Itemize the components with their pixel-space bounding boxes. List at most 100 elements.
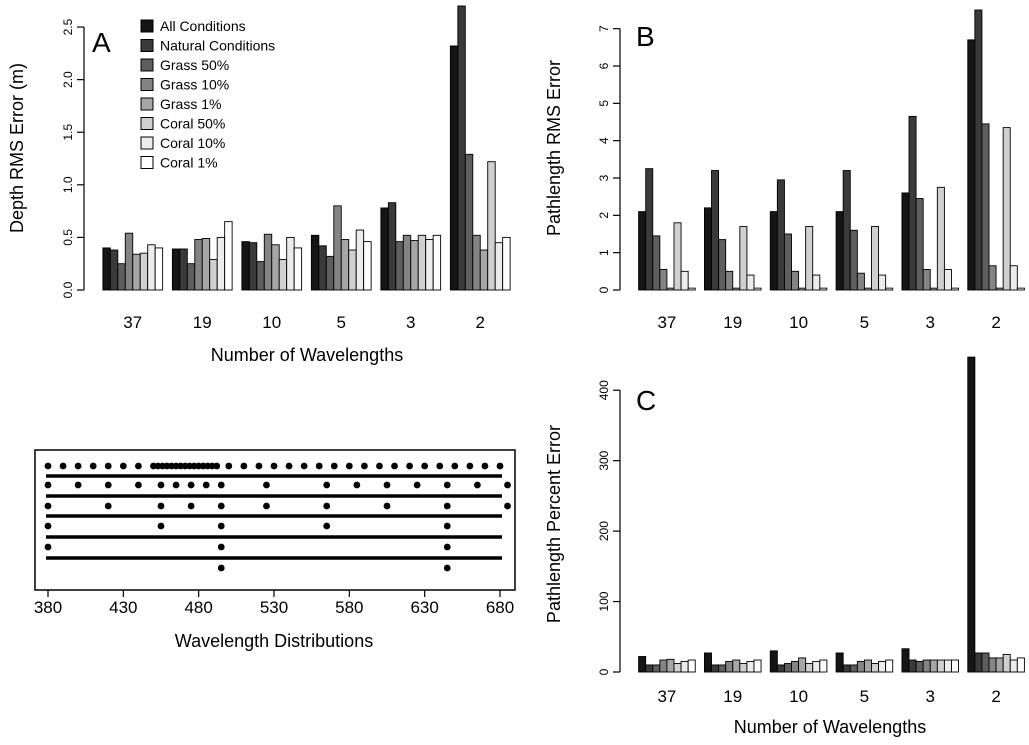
wavelength-dot [361,462,368,470]
bar [922,269,931,291]
wavelength-dot [135,481,142,489]
bar [333,205,342,291]
wavelength-dot [217,522,225,530]
bar [936,659,945,673]
bar [224,221,233,291]
x-axis-label: Number of Wavelengths [734,717,926,737]
bar [293,247,303,291]
bar [922,659,931,673]
legend-swatch [140,58,154,72]
wavelength-dot [172,481,180,489]
bar [638,656,647,673]
bar [278,259,288,291]
y-tick-label: 1.5 [61,124,75,141]
wavelength-dot [89,462,97,470]
bar [201,238,211,291]
bar [856,272,865,291]
legend-label: All Conditions [160,18,246,34]
bar [325,255,335,291]
x-tick-label: 10 [262,313,281,332]
bar [271,244,280,291]
bar [769,650,778,673]
wavelength-dot [157,481,165,489]
bar [871,663,880,673]
bar [842,170,851,291]
wavelength-dot [391,462,398,470]
y-tick-label: 0.0 [61,281,75,298]
x-tick-label: 3 [406,313,415,332]
wavelength-dot [263,502,270,510]
y-axis-label: Pathlength Percent Error [544,425,564,623]
x-tick-label: 2 [991,313,1000,332]
y-tick-label: 1.0 [61,176,75,193]
bar [703,652,712,673]
bar [783,233,792,291]
bar [680,660,689,673]
wavelength-dot [187,481,195,489]
wavelength-dot [44,543,52,551]
bar [943,659,952,673]
wavelength-dot [217,502,225,510]
bar [711,664,720,673]
bar [387,202,397,291]
bar [355,229,365,291]
y-axis-label: Pathlength RMS Error [544,60,564,236]
bar [929,287,938,291]
legend-label: Grass 1% [160,96,221,112]
bar [746,274,755,291]
bar [995,657,1004,673]
bar [901,648,910,673]
bar [871,226,880,291]
bar [318,245,327,291]
bar [842,664,851,673]
x-tick-label: 37 [123,313,142,332]
wavelength-dot [74,481,82,489]
x-tick-label: 630 [410,598,438,617]
bar [310,234,320,291]
bar [901,192,910,291]
panel-d-wavelength-distributions: 380 430 480 530 580 630 680 Wavelength Distribu… [34,449,516,651]
wavelength-dot [323,481,331,489]
x-tick-label: 37 [657,687,676,706]
bar [666,287,675,291]
wavelength-dot [504,481,511,489]
wavelength-dot [451,462,459,470]
bar [805,663,814,673]
y-tick-label: 6 [597,62,611,69]
bar [885,287,894,291]
wavelength-dot [187,502,195,510]
bar [732,659,741,673]
bar [812,660,821,673]
bar [363,241,372,291]
bar [908,115,917,291]
bar [673,222,682,291]
bar [109,249,119,291]
bar [746,660,755,673]
bar [739,226,748,291]
wavelength-dot [202,481,210,489]
bar [1009,265,1018,291]
bar [216,236,226,291]
bar [395,241,404,291]
bar [783,663,792,673]
x-tick-label: 530 [260,598,288,617]
bar [179,248,188,291]
bar [769,211,778,291]
panel-label-b: B [636,21,655,52]
legend-swatch [140,117,154,130]
wavelength-dot [345,462,353,470]
x-tick-label: 2 [991,687,1000,706]
bar [974,652,983,673]
wavelength-dot [315,462,323,470]
wavelength-dot [104,481,112,489]
bar [659,269,668,291]
bar [718,664,727,673]
bar [711,170,720,291]
wavelength-dot [406,462,413,470]
x-tick-label: 3 [926,313,935,332]
wavelength-dot [421,462,429,470]
x-tick-label: 5 [860,687,869,706]
wavelength-dot [323,522,331,530]
y-tick-label: 7 [597,25,611,32]
bar [449,45,459,291]
